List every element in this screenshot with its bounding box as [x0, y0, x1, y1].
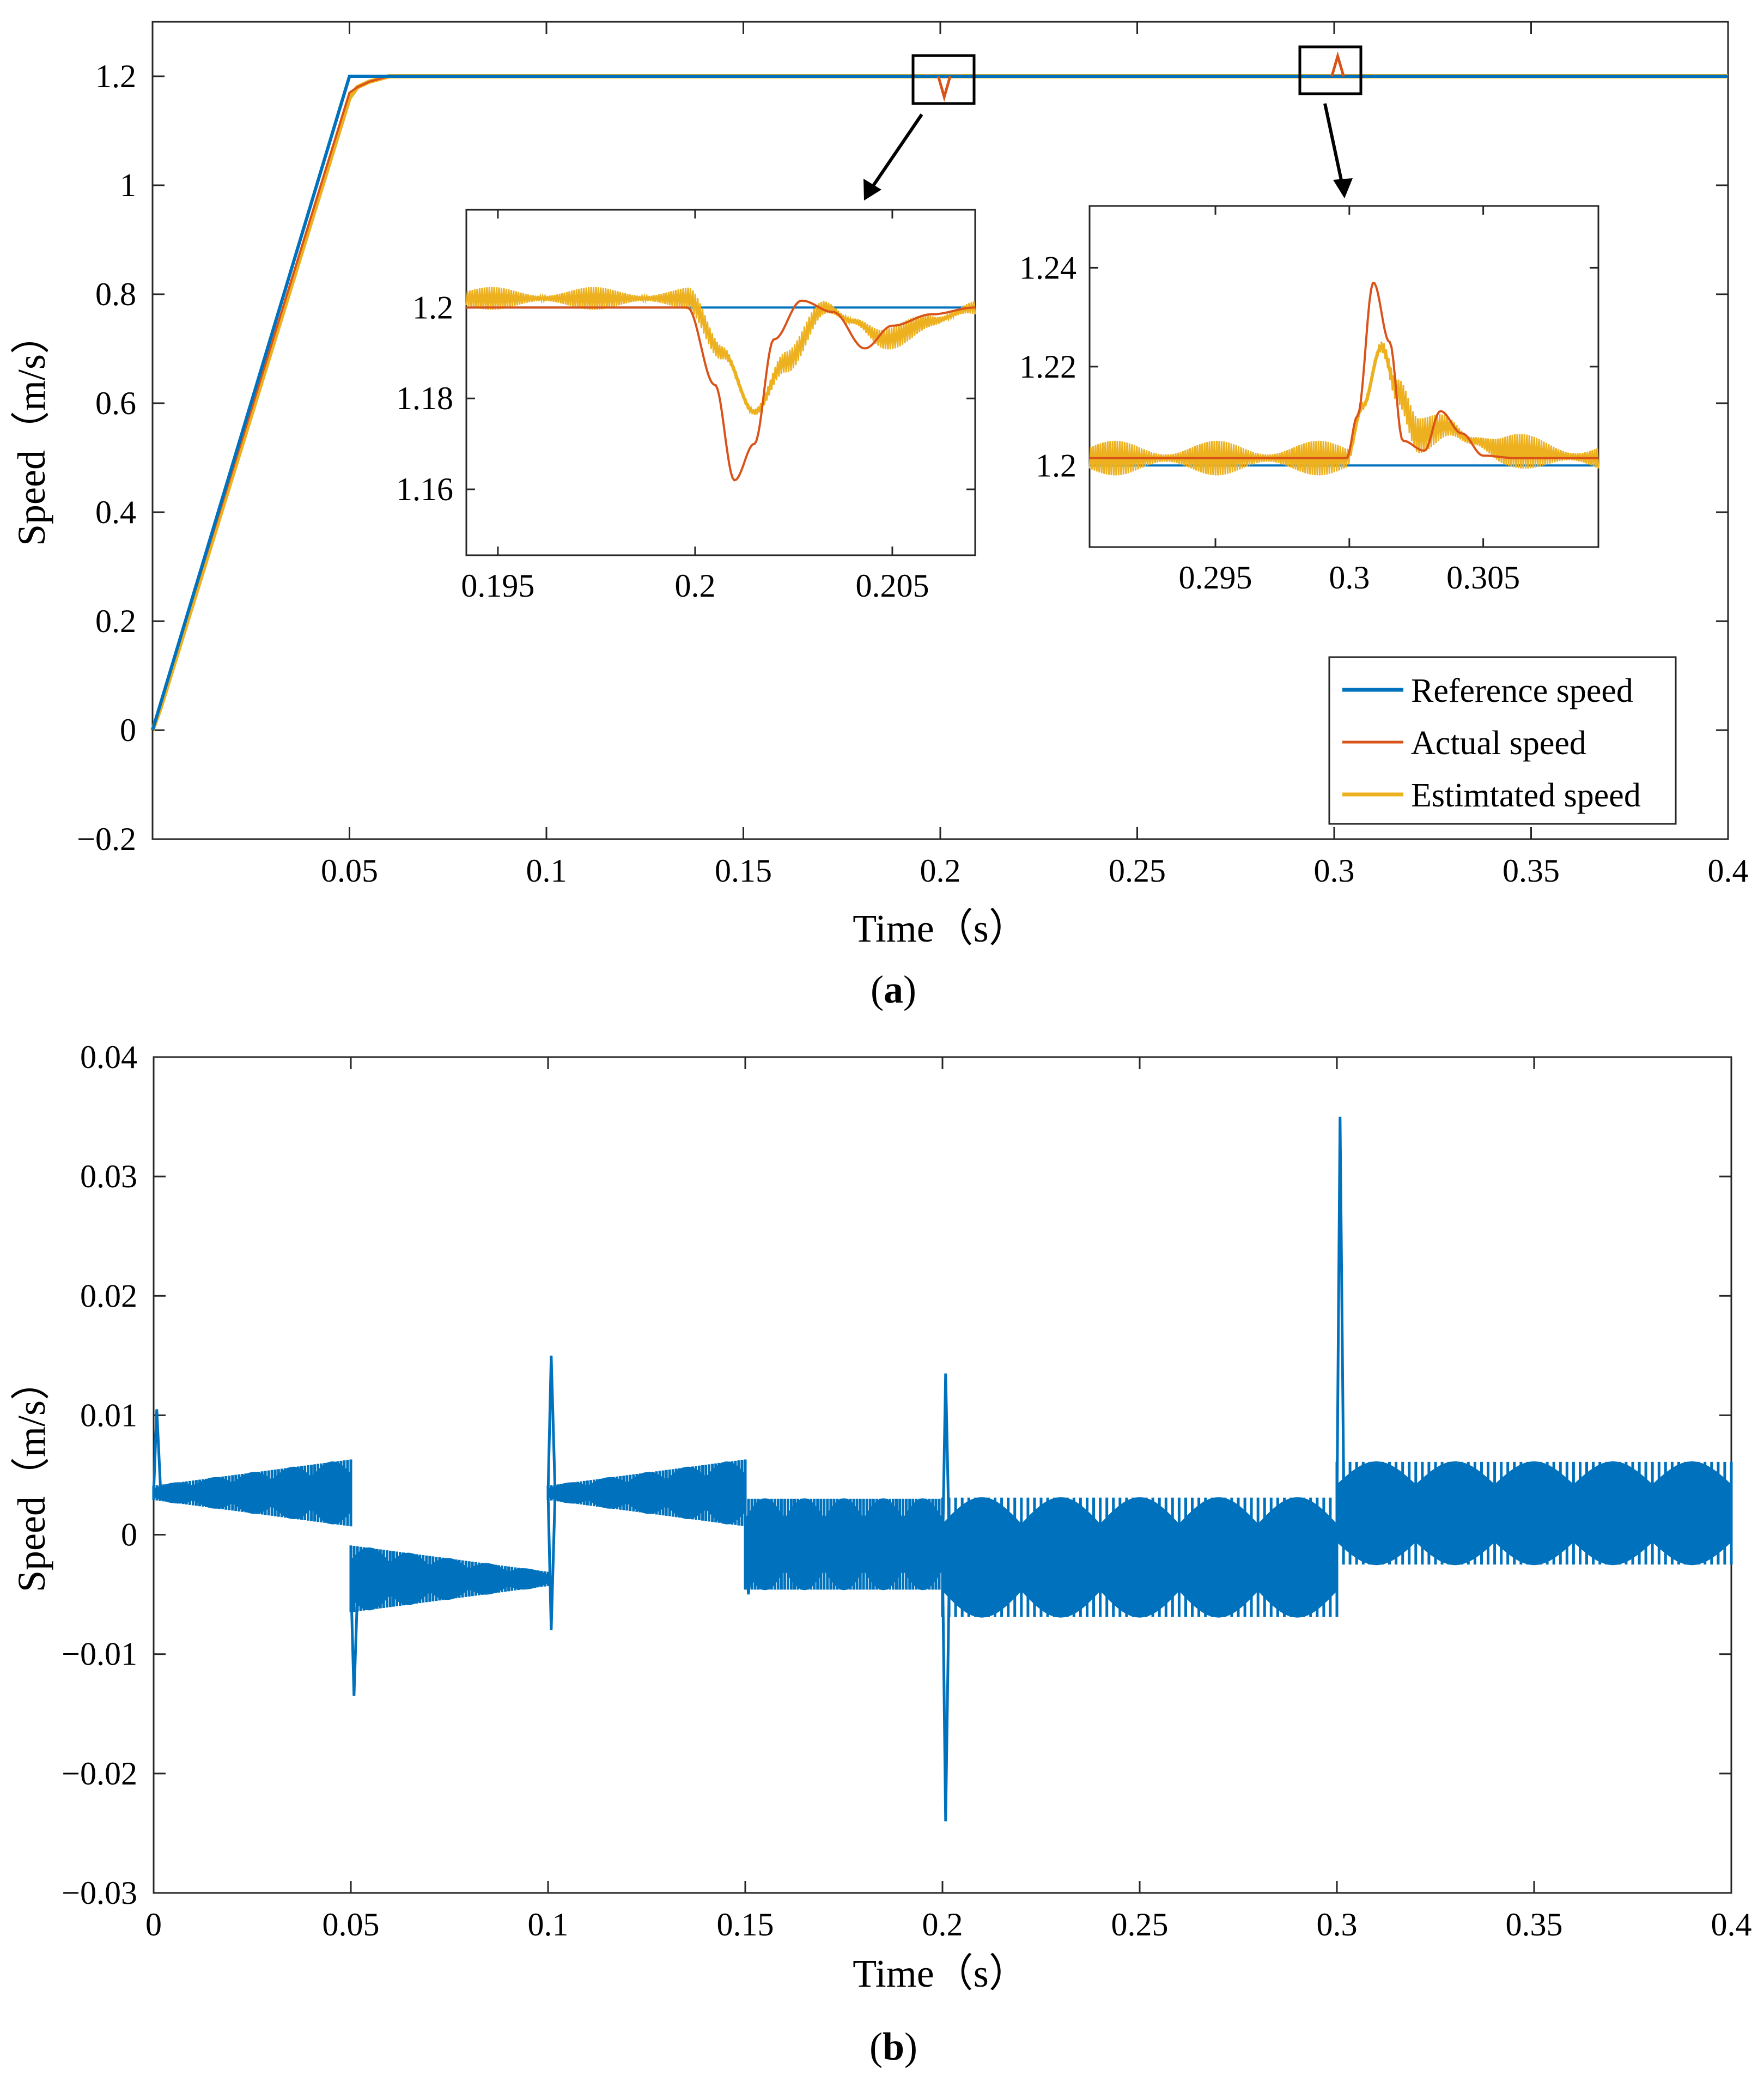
chart-a-y-tick-label: 0.6	[95, 385, 136, 421]
chart-b: 0 0.05 0.1 0.15 0.2 0.25 0.3 0.35 0.4 −0.03 −0.02 −…	[10, 1039, 1752, 2068]
inset-2-x-tick-label: 0.295	[1179, 560, 1252, 596]
chart-a-y-tick-label: 0	[120, 712, 136, 748]
chart-b-x-tick-label: 0	[145, 1907, 162, 1943]
inset-2-y-tick-label: 1.22	[1019, 349, 1076, 385]
series-actual-disturbance	[936, 76, 952, 102]
chart-b-y-tick-label: 0.03	[80, 1158, 137, 1194]
chart-b-y-tick-label: −0.02	[62, 1756, 137, 1792]
error-spike	[941, 1557, 951, 1822]
inset-2-series-estimated-speed	[1088, 341, 1599, 476]
zoom-box-2	[1298, 45, 1362, 95]
inset-2-plot-area	[1088, 205, 1599, 548]
inset-2-y-tick-label: 1.24	[1019, 250, 1076, 286]
inset-1-plot-area	[465, 209, 976, 556]
chart-a-y-tick-label: 0.8	[95, 276, 136, 312]
series-reference-speed	[151, 75, 1728, 731]
chart-a-x-tick-label: 0.15	[715, 853, 772, 889]
chart-b-y-tick-label: 0.02	[80, 1278, 137, 1314]
inset-2-series-actual-speed	[1090, 282, 1598, 459]
chart-b-x-tick-label: 0.3	[1317, 1907, 1358, 1943]
chart-a-y-label: Speed（m/s）	[10, 315, 53, 546]
chart-a-x-tick-label: 0.05	[321, 853, 378, 889]
inset-2-y-tick-label: 1.2	[1036, 447, 1076, 483]
zoom-box-1	[911, 54, 976, 105]
chart-a-x-label: Time（s）	[853, 907, 1027, 950]
inset-2-ticks: 0.295 0.3 0.305 1.2 1.22 1.24	[1019, 206, 1598, 596]
chart-a-y-tick-label: −0.2	[77, 821, 136, 857]
inset-1-series-estimated-speed	[465, 287, 976, 415]
legend: Reference speed Actual speed Estimtated …	[1328, 656, 1677, 825]
chart-a-y-tick-label: 0.2	[95, 603, 136, 639]
inset-2-x-tick-label: 0.3	[1329, 560, 1370, 596]
chart-b-x-tick-label: 0.35	[1506, 1907, 1563, 1943]
chart-a-x-tick-label: 0.2	[920, 853, 961, 889]
chart-a-x-tick-label: 0.1	[526, 853, 567, 889]
chart-b-y-tick-label: 0.04	[80, 1039, 137, 1075]
error-spike	[744, 1544, 754, 1595]
chart-b-y-label: Speed（m/s）	[10, 1361, 53, 1592]
error-spike	[546, 1492, 557, 1630]
chart-a: 0.05 0.1 0.15 0.2 0.25 0.3 0.35 0.4 −0.2 0 0.2 0.4 0…	[10, 21, 1749, 1011]
chart-a-y-tick-label: 1.2	[95, 58, 136, 94]
legend-label-estimated: Estimtated speed	[1411, 777, 1641, 814]
inset-2-x-tick-label: 0.305	[1446, 560, 1520, 596]
chart-a-x-tick-label: 0.3	[1314, 853, 1355, 889]
error-spike	[941, 1373, 951, 1558]
chart-b-y-tick-label: 0.01	[80, 1397, 137, 1433]
zoom-arrow-2	[1323, 103, 1353, 198]
chart-a-lines	[150, 51, 1728, 731]
inset-1-series-actual-speed	[466, 299, 975, 482]
error-ripple-segment-5	[1335, 1461, 1733, 1565]
caption-b: (b)	[869, 2025, 917, 2068]
inset-1-lines	[465, 287, 976, 482]
chart-a-ticks: 0.05 0.1 0.15 0.2 0.25 0.3 0.35 0.4 −0.2 0 0.2 0.4 0…	[77, 22, 1749, 889]
error-ripple-segment-3	[744, 1498, 944, 1590]
chart-a-x-tick-label: 0.25	[1109, 853, 1166, 889]
chart-b-x-label: Time（s）	[853, 1952, 1027, 1995]
legend-label-actual: Actual speed	[1411, 725, 1586, 762]
chart-b-x-tick-label: 0.05	[323, 1907, 380, 1943]
chart-b-x-tick-label: 0.4	[1711, 1907, 1752, 1943]
chart-a-x-tick-label: 0.4	[1708, 853, 1749, 889]
inset-1-ticks: 0.195 0.2 0.205 1.16 1.18 1.2	[396, 210, 975, 604]
inset-1-x-tick-label: 0.205	[855, 568, 929, 604]
error-ripple-segment-1	[349, 1545, 550, 1612]
legend-label-reference: Reference speed	[1411, 672, 1633, 709]
inset-1-x-tick-label: 0.195	[461, 568, 534, 604]
chart-b-y-tick-label: −0.03	[62, 1875, 137, 1911]
inset-1-y-tick-label: 1.2	[412, 289, 453, 325]
error-spike	[152, 1409, 162, 1494]
chart-a-y-tick-label: 1	[120, 167, 136, 203]
chart-b-y-tick-label: −0.01	[62, 1636, 137, 1672]
chart-b-x-tick-label: 0.1	[528, 1907, 569, 1943]
chart-b-y-tick-label: 0	[121, 1517, 137, 1553]
error-spike	[1335, 1116, 1346, 1514]
inset-2-lines	[1088, 282, 1599, 476]
chart-a-y-tick-label: 0.4	[95, 494, 136, 530]
inset-1-series-estimated-mean	[466, 296, 975, 414]
chart-b-x-tick-label: 0.25	[1111, 1907, 1169, 1943]
error-ripple-segment-4	[941, 1497, 1339, 1617]
chart-a-x-tick-label: 0.35	[1503, 853, 1560, 889]
inset-zoom-2: 0.295 0.3 0.305 1.2 1.22 1.24	[1019, 205, 1599, 596]
chart-b-ticks: 0 0.05 0.1 0.15 0.2 0.25 0.3 0.35 0.4 −0.03 −0.02 −…	[62, 1039, 1751, 1943]
inset-zoom-1: 0.195 0.2 0.205 1.16 1.18 1.2	[396, 209, 976, 604]
inset-1-y-tick-label: 1.16	[396, 471, 453, 507]
error-spike	[546, 1355, 557, 1493]
chart-b-x-tick-label: 0.15	[717, 1907, 774, 1943]
inset-1-x-tick-label: 0.2	[674, 568, 715, 604]
caption-a: (a)	[871, 968, 916, 1011]
chart-b-x-tick-label: 0.2	[922, 1907, 963, 1943]
zoom-arrow-1	[863, 113, 923, 201]
chart-b-lines	[152, 1116, 1733, 1822]
error-spike	[349, 1579, 360, 1696]
series-actual-disturbance	[1330, 51, 1345, 77]
inset-1-y-tick-label: 1.18	[396, 380, 453, 416]
